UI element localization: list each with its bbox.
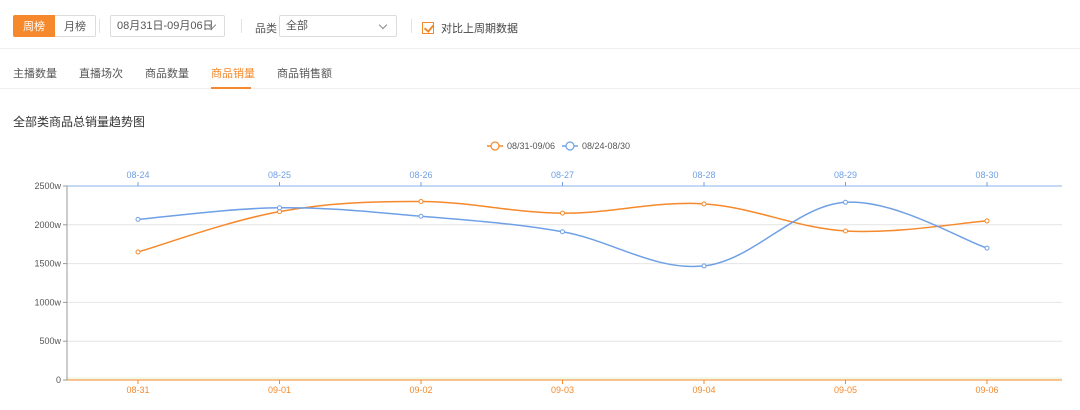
toolbar: 周榜 月榜 08月31日-09月06日 品类 全部 对比上周期数据 <box>0 0 1080 49</box>
legend-marker <box>490 141 500 151</box>
tab-product-count[interactable]: 商品数量 <box>145 68 189 80</box>
x-axis-top: 08-24 08-25 08-26 08-27 08-28 08-29 08-30 <box>126 170 999 186</box>
y-tick-label: 0 <box>56 375 61 385</box>
legend-label: 08/24-08/30 <box>582 141 630 151</box>
active-tab-indicator <box>211 87 251 89</box>
series-lines <box>135 199 990 269</box>
check-icon <box>423 22 435 33</box>
category-label: 品类 <box>255 23 277 35</box>
metric-tabs: 主播数量 直播场次 商品数量 商品销量 商品销售额 <box>0 48 1080 89</box>
category-value: 全部 <box>286 20 308 32</box>
compare-checkbox[interactable] <box>422 22 435 34</box>
y-tick-label: 2000w <box>34 220 61 230</box>
data-point <box>560 229 565 235</box>
x-bottom-tick-label: 09-03 <box>551 385 574 395</box>
y-tick-label: 1500w <box>34 259 61 269</box>
compare-toggle[interactable]: 对比上周期数据 <box>422 20 518 36</box>
x-bottom-tick-label: 09-05 <box>834 385 857 395</box>
data-point <box>701 263 707 269</box>
x-top-tick-label: 08-26 <box>409 170 432 180</box>
y-tick-label: 1000w <box>34 297 61 307</box>
x-axis-bottom: 08-31 09-01 09-02 09-03 09-04 09-05 09-06 <box>126 380 999 395</box>
tab-anchor-count[interactable]: 主播数量 <box>13 68 57 80</box>
y-tick-label: 2500w <box>34 181 61 191</box>
x-top-tick-label: 08-29 <box>834 170 857 180</box>
x-top-tick-label: 08-30 <box>975 170 998 180</box>
data-point <box>418 199 424 205</box>
chevron-down-icon <box>378 20 388 30</box>
chart-title: 全部类商品总销量趋势图 <box>13 115 146 129</box>
tab-sales-amount[interactable]: 商品销售额 <box>277 68 332 80</box>
data-point <box>135 216 141 222</box>
compare-label: 对比上周期数据 <box>441 23 518 35</box>
divider <box>241 19 242 33</box>
date-range-select[interactable]: 08月31日-09月06日 <box>110 15 225 37</box>
category-select[interactable]: 全部 <box>279 15 397 37</box>
x-top-tick-label: 08-24 <box>126 170 149 180</box>
date-range-value: 08月31日-09月06日 <box>117 20 214 32</box>
x-bottom-tick-label: 08-31 <box>126 385 149 395</box>
divider <box>99 19 100 33</box>
x-top-tick-label: 08-28 <box>692 170 715 180</box>
period-switch: 周榜 月榜 <box>13 15 96 37</box>
x-bottom-tick-label: 09-02 <box>409 385 432 395</box>
month-tab-button[interactable]: 月榜 <box>55 15 96 37</box>
divider <box>411 19 412 33</box>
x-bottom-tick-label: 09-04 <box>692 385 715 395</box>
data-point <box>984 245 990 251</box>
grid-lines <box>67 185 1062 381</box>
data-point <box>843 199 848 205</box>
legend-marker <box>565 141 575 151</box>
data-point <box>560 210 565 216</box>
data-point <box>843 228 848 234</box>
legend-label: 08/31-09/06 <box>507 141 555 151</box>
x-bottom-tick-label: 09-01 <box>268 385 291 395</box>
data-point <box>135 249 141 255</box>
y-tick-label: 500w <box>39 336 61 346</box>
tab-live-sessions[interactable]: 直播场次 <box>79 68 123 80</box>
x-top-tick-label: 08-25 <box>268 170 291 180</box>
y-axis: 0 500w 1000w 1500w 2000w 2500w <box>34 181 68 385</box>
x-bottom-tick-label: 09-06 <box>975 385 998 395</box>
series-line <box>137 200 988 253</box>
data-point <box>277 205 282 211</box>
data-point <box>984 218 990 224</box>
baseline-band <box>67 377 1062 380</box>
legend: 08/31-09/06 08/24-08/30 <box>487 141 630 151</box>
data-point <box>418 213 424 219</box>
x-top-tick-label: 08-27 <box>551 170 574 180</box>
tab-product-sales[interactable]: 商品销量 <box>211 68 255 80</box>
week-tab-button[interactable]: 周榜 <box>13 15 55 37</box>
data-point <box>701 201 707 207</box>
